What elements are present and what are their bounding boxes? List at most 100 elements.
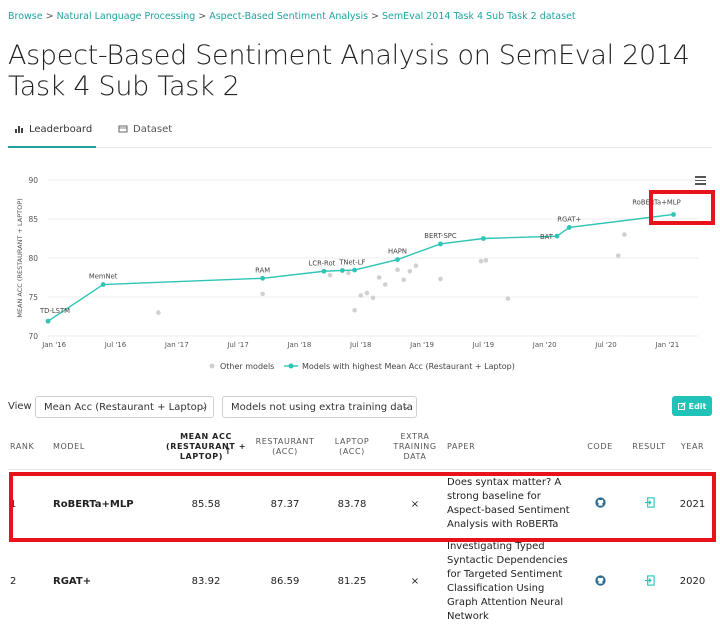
x-tick-label: Jan '17 — [164, 341, 189, 349]
x-tick-label: Jan '16 — [41, 341, 66, 349]
sota-point-label: BAT — [540, 233, 554, 241]
sota-point-label: HAPN — [388, 248, 407, 256]
breadcrumb: Browse > Natural Language Processing > Aspec… — [8, 11, 576, 22]
x-tick-label: Jul '17 — [226, 341, 249, 349]
sota-point — [566, 225, 572, 230]
other-model-point — [413, 263, 419, 269]
edit-button[interactable]: Edit — [672, 396, 712, 416]
cell-rank: 2 — [10, 576, 17, 587]
tab-leaderboard[interactable]: Leaderboard — [8, 118, 96, 148]
sota-point — [100, 282, 106, 287]
chart-svg: 70 75 80 85 90 Jan '16 Jul '16 Jan '17 Jul '17 Ja… — [16, 176, 698, 371]
cell-model[interactable]: RoBERTa+MLP — [51, 469, 161, 540]
cell-code — [575, 539, 625, 624]
other-model-point — [401, 277, 406, 283]
github-icon[interactable] — [594, 497, 606, 508]
sota-point — [260, 275, 266, 281]
y-tick-label: 75 — [28, 293, 38, 302]
view-label: View — [8, 401, 32, 412]
sota-point — [480, 236, 486, 241]
other-model-point — [483, 258, 489, 263]
x-tick-label: Jan '19 — [409, 341, 434, 349]
x-tick-label: Jul '19 — [472, 341, 495, 349]
y-tick-label: 85 — [28, 215, 38, 224]
breadcrumb-dataset[interactable]: SemEval 2014 Task 4 Sub Task 2 dataset — [382, 11, 576, 22]
legend-sota-label: Models with highest Mean Acc (Restaurant… — [302, 362, 515, 371]
other-model-point — [358, 293, 364, 298]
chevron-down-icon: ⌄ — [199, 402, 207, 412]
result-link-icon[interactable] — [644, 497, 655, 508]
x-tick-label: Jul '20 — [594, 341, 617, 349]
cell-year: 2021 — [673, 469, 712, 540]
header-restaurant[interactable]: RESTAURANT (ACC) — [251, 425, 319, 470]
breadcrumb-separator: > — [45, 11, 54, 22]
header-mean-acc[interactable]: MEAN ACC (RESTAURANT + LAPTOP)↑ — [161, 425, 251, 470]
cell-restaurant: 87.37 — [251, 469, 319, 540]
y-axis-label: MEAN ACC (RESTAURANT + LAPTOP) — [16, 198, 24, 317]
metric-select[interactable]: Mean Acc (Restaurant + Laptop) ⌄ — [35, 396, 214, 418]
view-controls: View Mean Acc (Restaurant + Laptop) ⌄ Mo… — [8, 396, 712, 418]
sota-point-label: MemNet — [89, 273, 118, 281]
breadcrumb-nlp[interactable]: Natural Language Processing — [56, 11, 196, 22]
chart-menu-icon[interactable] — [695, 176, 706, 185]
other-model-point — [346, 270, 351, 276]
other-model-point — [156, 310, 161, 315]
table-header-row: RANK MODEL MEAN ACC (RESTAURANT + LAPTOP… — [8, 425, 712, 470]
legend-sota-marker — [288, 363, 294, 369]
cell-mean-acc: 83.92 — [191, 576, 221, 587]
sota-point — [671, 212, 676, 217]
tab-dataset-label: Dataset — [133, 124, 173, 135]
sota-point-label: RoBERTa+MLP — [632, 198, 680, 206]
x-tick-label: Jul '16 — [104, 341, 127, 349]
tab-leaderboard-label: Leaderboard — [29, 124, 93, 135]
result-link-icon[interactable] — [644, 574, 655, 586]
cell-laptop: 81.25 — [337, 576, 367, 587]
github-icon[interactable] — [594, 574, 606, 586]
chart-highlight-box — [649, 190, 715, 225]
cell-year: 2020 — [679, 576, 706, 587]
x-tick-label: Jan '21 — [654, 341, 679, 349]
breadcrumb-separator: > — [371, 11, 380, 22]
sota-point — [352, 267, 358, 273]
tab-bar: Leaderboard Dataset — [8, 118, 712, 148]
table-row: 2 RGAT+ 83.92 86.59 81.25 × Investigatin… — [8, 539, 712, 624]
metric-select-value: Mean Acc (Restaurant + Laptop) — [44, 402, 207, 413]
cell-extra-data: × — [410, 576, 420, 587]
edit-icon — [677, 402, 686, 410]
other-model-point — [364, 290, 370, 296]
row-highlight-box — [9, 472, 716, 542]
cell-restaurant: 86.59 — [270, 576, 300, 587]
legend-other-marker — [209, 363, 215, 369]
y-tick-label: 90 — [28, 176, 38, 185]
sota-point — [395, 257, 400, 262]
header-extra-data[interactable]: EXTRA TRAINING DATA — [385, 425, 445, 470]
filter-select-value: Models not using extra training data — [231, 402, 413, 413]
header-model[interactable]: MODEL — [51, 425, 161, 470]
sota-point-label: TNet-LF — [338, 258, 365, 266]
other-model-point — [260, 291, 265, 297]
header-laptop[interactable]: LAPTOP (ACC) — [319, 425, 385, 470]
sota-point — [438, 241, 443, 247]
sota-point — [45, 318, 51, 324]
sota-point — [321, 268, 327, 274]
other-model-point — [382, 282, 388, 287]
header-paper: PAPER — [445, 425, 575, 470]
cell-laptop: 83.78 — [319, 469, 385, 540]
filter-select[interactable]: Models not using extra training data ⌄ — [222, 396, 417, 418]
cell-model[interactable]: RGAT+ — [53, 576, 92, 587]
x-tick-label: Jan '18 — [286, 341, 311, 349]
breadcrumb-absa[interactable]: Aspect-Based Sentiment Analysis — [209, 11, 369, 22]
other-model-point — [505, 296, 511, 301]
breadcrumb-browse[interactable]: Browse — [8, 11, 43, 22]
chevron-down-icon: ⌄ — [402, 402, 410, 412]
cell-code — [575, 469, 625, 540]
header-year[interactable]: YEAR — [673, 425, 712, 470]
header-rank[interactable]: RANK — [8, 425, 51, 470]
sota-point-label: LCR-Rot — [309, 259, 336, 267]
other-model-point — [478, 258, 484, 264]
cell-result — [625, 469, 673, 540]
leaderboard-icon — [15, 126, 23, 133]
tab-dataset[interactable]: Dataset — [118, 118, 172, 148]
leaderboard-table: RANK MODEL MEAN ACC (RESTAURANT + LAPTOP… — [8, 425, 712, 624]
paper-link[interactable]: Investigating Typed Syntactic Dependenci… — [447, 540, 568, 622]
